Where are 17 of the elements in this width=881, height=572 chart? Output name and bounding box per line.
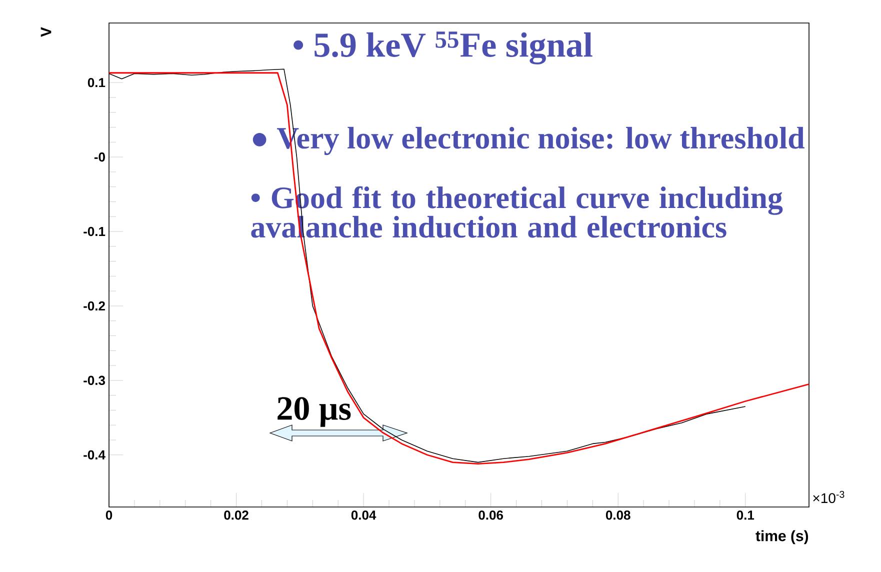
x-tick-label: 0: [106, 510, 112, 520]
y-axis-title: V: [40, 27, 52, 37]
x-axis-title: time (s): [756, 530, 808, 544]
y-tick-label: -0.3: [84, 376, 106, 386]
x-tick-label: 0.1: [736, 510, 754, 520]
x-tick-label: 0.06: [478, 510, 504, 520]
y-tick-label: -0.1: [84, 226, 106, 236]
annotation: 20 µs: [278, 397, 351, 427]
annotation: • 5.9 keV $^{55}$Fe signal: [294, 32, 592, 64]
x-tick-label: 0.04: [351, 510, 376, 520]
y-tick-label: 0.1: [88, 78, 106, 88]
x-tick-label: 0.08: [606, 510, 630, 520]
y-tick-label: -0.4: [84, 450, 106, 460]
x-tick-label: 0.02: [224, 510, 248, 520]
y-tick-label: -0.2: [84, 301, 105, 311]
y-tick-label: -0: [94, 152, 105, 162]
text: ×10$^{-3}$: [813, 490, 844, 504]
